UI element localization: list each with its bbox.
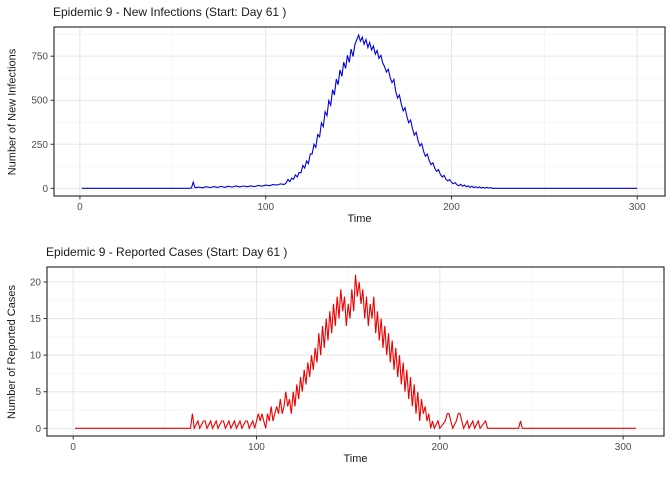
y-tick-label: 5: [35, 387, 41, 398]
x-tick-label: 200: [443, 202, 460, 213]
chart-reported-cases: Epidemic 9 - Reported Cases (Start: Day …: [0, 240, 672, 480]
y-tick-label: 0: [42, 184, 48, 195]
panel-border: [53, 26, 666, 197]
x-tick-label: 200: [431, 442, 448, 453]
x-tick-label: 100: [248, 442, 265, 453]
plot-panel-new-infections: 0 100 200 300 0 250 500 750: [31, 26, 666, 213]
x-tick-label: 300: [615, 442, 632, 453]
y-tick-label: 250: [31, 140, 48, 151]
y-tick-label: 0: [35, 424, 41, 435]
chart-new-infections: Epidemic 9 - New Infections (Start: Day …: [6, 5, 666, 225]
chart-title-new-infections: Epidemic 9 - New Infections (Start: Day …: [53, 5, 287, 19]
series-line: [81, 33, 638, 189]
y-tick-label: 500: [31, 96, 48, 107]
x-tick-label: 100: [257, 202, 274, 213]
x-axis-title-new-infections: Time: [347, 213, 372, 225]
y-tick-label: 750: [31, 52, 48, 63]
plot-panel-reported-cases: 0 100 200 300 0 5 10 15 20: [30, 266, 665, 453]
y-tick-label: 20: [30, 277, 42, 288]
x-tick-label: 0: [70, 442, 76, 453]
x-axis-title-reported-cases: Time: [343, 453, 368, 465]
y-tick-label: 10: [30, 351, 42, 362]
series-line: [75, 274, 636, 431]
x-tick-label: 0: [77, 202, 83, 213]
x-tick-label: 300: [629, 202, 646, 213]
panel-border: [46, 266, 665, 437]
y-tick-label: 15: [30, 314, 42, 325]
chart-title-reported-cases: Epidemic 9 - Reported Cases (Start: Day …: [46, 245, 288, 259]
